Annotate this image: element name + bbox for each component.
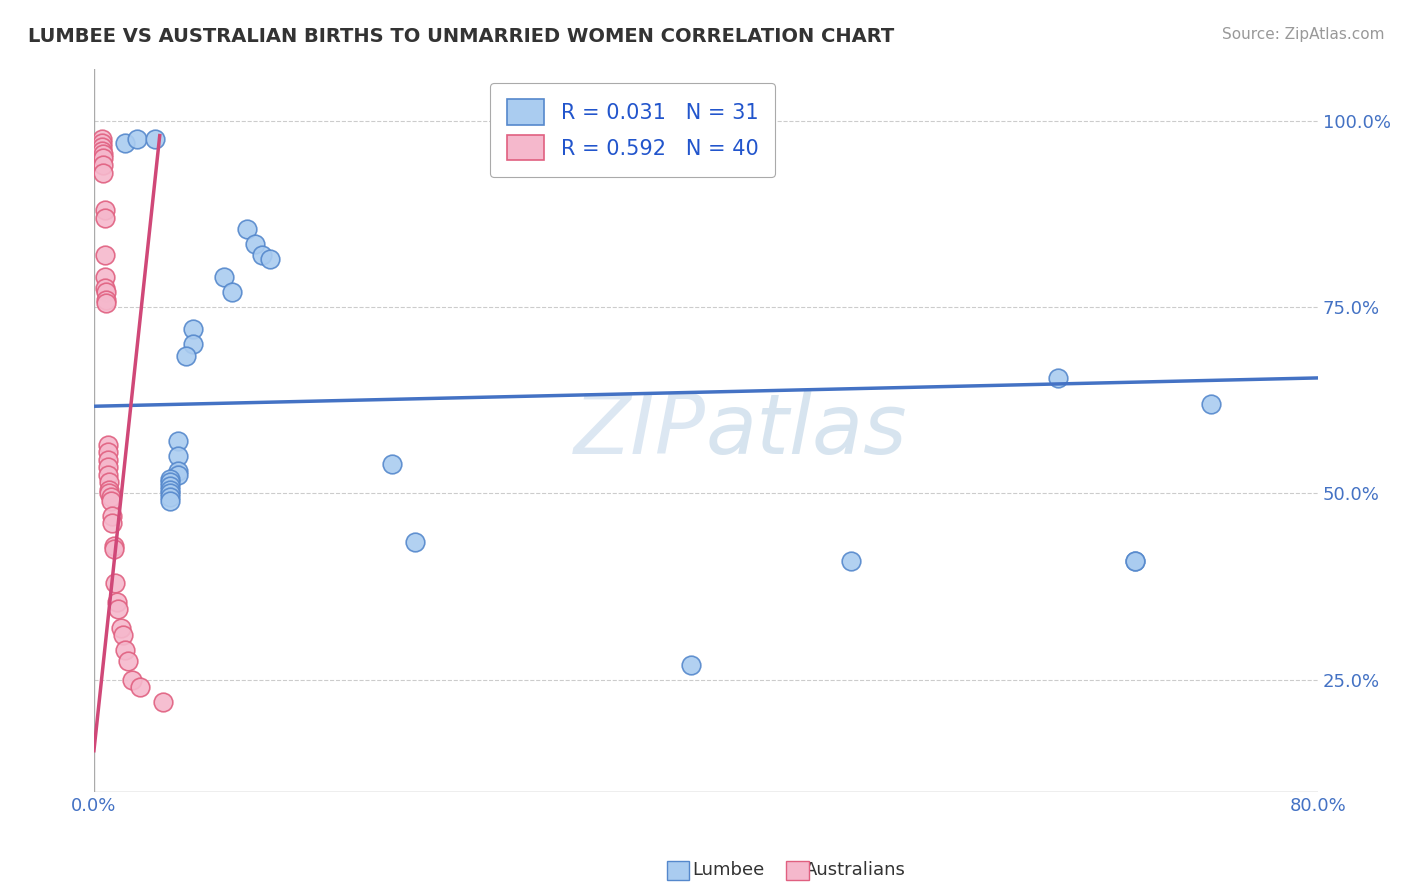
Point xyxy=(143,132,166,146)
Point xyxy=(96,293,118,307)
Point xyxy=(97,445,120,459)
Point xyxy=(167,464,190,478)
Point xyxy=(105,594,128,608)
Point xyxy=(679,657,702,672)
Point xyxy=(159,479,181,493)
Point xyxy=(93,211,115,225)
Point xyxy=(114,643,136,657)
Point xyxy=(159,483,181,497)
Point xyxy=(159,486,181,500)
Text: ZIP: ZIP xyxy=(574,390,706,471)
Point xyxy=(183,337,205,351)
Point xyxy=(91,151,114,165)
Point xyxy=(93,203,115,218)
Point xyxy=(174,349,197,363)
Point xyxy=(111,628,134,642)
Point xyxy=(103,539,125,553)
Point xyxy=(152,695,174,709)
Point xyxy=(221,285,243,300)
Point xyxy=(93,270,115,285)
Point xyxy=(97,438,120,452)
Point xyxy=(212,270,235,285)
Point xyxy=(97,467,120,482)
Point xyxy=(90,132,112,146)
Point xyxy=(167,449,190,463)
Point xyxy=(252,248,274,262)
Legend: R = 0.031   N = 31, R = 0.592   N = 40: R = 0.031 N = 31, R = 0.592 N = 40 xyxy=(489,83,775,178)
Point xyxy=(96,285,118,300)
Point xyxy=(381,457,404,471)
Point xyxy=(1123,553,1146,567)
Point xyxy=(90,140,112,154)
Point xyxy=(1123,553,1146,567)
Point xyxy=(100,494,122,508)
Point xyxy=(93,248,115,262)
Point xyxy=(167,467,190,482)
Point xyxy=(159,472,181,486)
Point xyxy=(96,296,118,310)
Text: atlas: atlas xyxy=(706,390,908,471)
Point xyxy=(103,542,125,557)
Point xyxy=(841,553,863,567)
Point xyxy=(101,508,124,523)
Point xyxy=(104,576,127,591)
Point xyxy=(90,144,112,158)
Text: Australians: Australians xyxy=(804,861,905,879)
Point xyxy=(90,136,112,150)
Point xyxy=(110,621,132,635)
Point xyxy=(259,252,281,266)
Point xyxy=(91,158,114,172)
Point xyxy=(159,475,181,490)
Point xyxy=(114,136,136,150)
Point xyxy=(97,460,120,475)
Point xyxy=(183,322,205,336)
Point xyxy=(121,673,143,687)
Point xyxy=(167,434,190,449)
Point xyxy=(98,483,121,497)
Point xyxy=(98,475,121,490)
Point xyxy=(159,490,181,504)
Point xyxy=(93,281,115,295)
Point xyxy=(98,486,121,500)
Text: Source: ZipAtlas.com: Source: ZipAtlas.com xyxy=(1222,27,1385,42)
Text: LUMBEE VS AUSTRALIAN BIRTHS TO UNMARRIED WOMEN CORRELATION CHART: LUMBEE VS AUSTRALIAN BIRTHS TO UNMARRIED… xyxy=(28,27,894,45)
Point xyxy=(1199,397,1222,411)
Point xyxy=(125,132,148,146)
Point xyxy=(91,166,114,180)
Point xyxy=(100,490,122,504)
Point xyxy=(159,494,181,508)
Point xyxy=(1046,371,1069,385)
Point xyxy=(404,535,426,549)
Point xyxy=(243,236,266,251)
Point xyxy=(128,681,150,695)
Point xyxy=(91,147,114,161)
Text: Lumbee: Lumbee xyxy=(692,861,765,879)
Point xyxy=(236,222,259,236)
Point xyxy=(101,516,124,531)
Point xyxy=(107,602,129,616)
Point xyxy=(97,453,120,467)
Point xyxy=(117,654,139,668)
